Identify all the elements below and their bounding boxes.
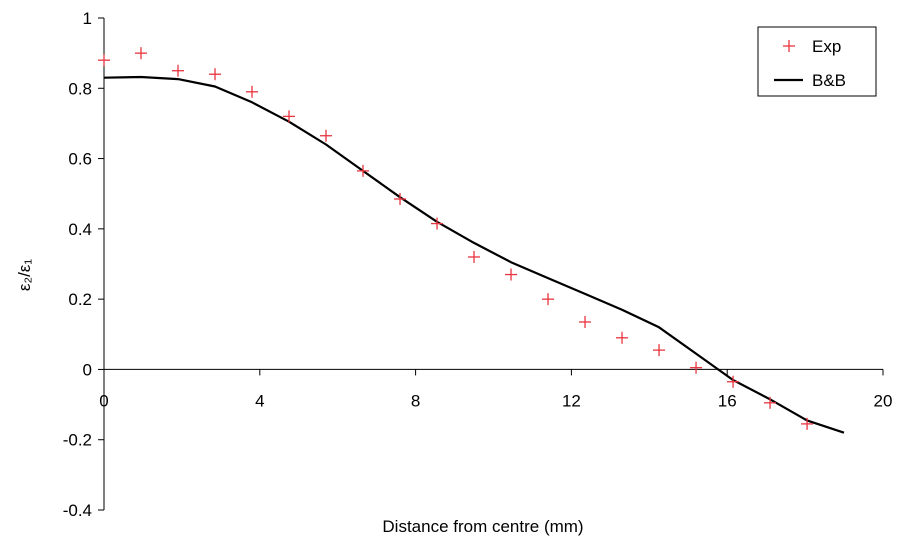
legend-plus-marker [783,40,795,52]
x-tick-label: 0 [99,391,108,410]
x-axis-title: Distance from centre (mm) [382,517,583,536]
x-tick-label: 12 [562,391,581,410]
legend-label-exp: Exp [812,37,841,56]
axes [98,17,884,511]
x-tick-label: 20 [874,391,893,410]
data-point-exp [505,268,518,281]
y-tick-label: 1 [83,9,92,28]
legend-label-bb: B&B [812,71,846,90]
data-point-exp [172,64,185,77]
y-tick-label: 0.2 [68,290,92,309]
data-point-exp [135,47,148,60]
data-point-exp [431,217,444,230]
y-tick-label: 0.8 [68,79,92,98]
labels: -0.4 -0.2 0 0.2 0.4 0.6 0.8 1 0 4 8 12 16 20 [63,9,893,520]
x-tick-label: 8 [411,391,420,410]
y-axis-title: ε₂/ε₁ [15,259,34,291]
data-point-exp [468,250,481,263]
data-point-exp [579,315,592,328]
y-tick-label: 0.4 [68,220,92,239]
legend-box [757,26,877,97]
data-point-exp [727,375,740,388]
data-point-exp [801,417,814,430]
legend: Exp B&B [757,26,877,97]
data-point-exp [394,192,407,205]
data-point-exp [764,396,777,409]
data-point-exp [283,110,296,123]
legend-marker-exp [783,40,795,52]
data-point-exp [320,129,333,142]
series-layer [98,47,845,434]
data-point-exp [246,85,259,98]
y-tick-label: -0.2 [63,431,92,450]
y-tick-label: 0 [83,360,92,379]
y-tick-label: -0.4 [63,501,92,520]
data-point-exp [357,164,370,177]
series-line-bb [103,75,845,434]
data-point-exp [653,344,666,357]
data-point-exp [616,331,629,344]
x-tick-label: 16 [718,391,737,410]
data-point-exp [542,293,555,306]
data-point-exp [209,68,222,81]
y-tick-label: 0.6 [68,150,92,169]
data-point-exp [690,361,703,374]
x-tick-label: 4 [255,391,264,410]
data-point-exp [98,54,110,67]
